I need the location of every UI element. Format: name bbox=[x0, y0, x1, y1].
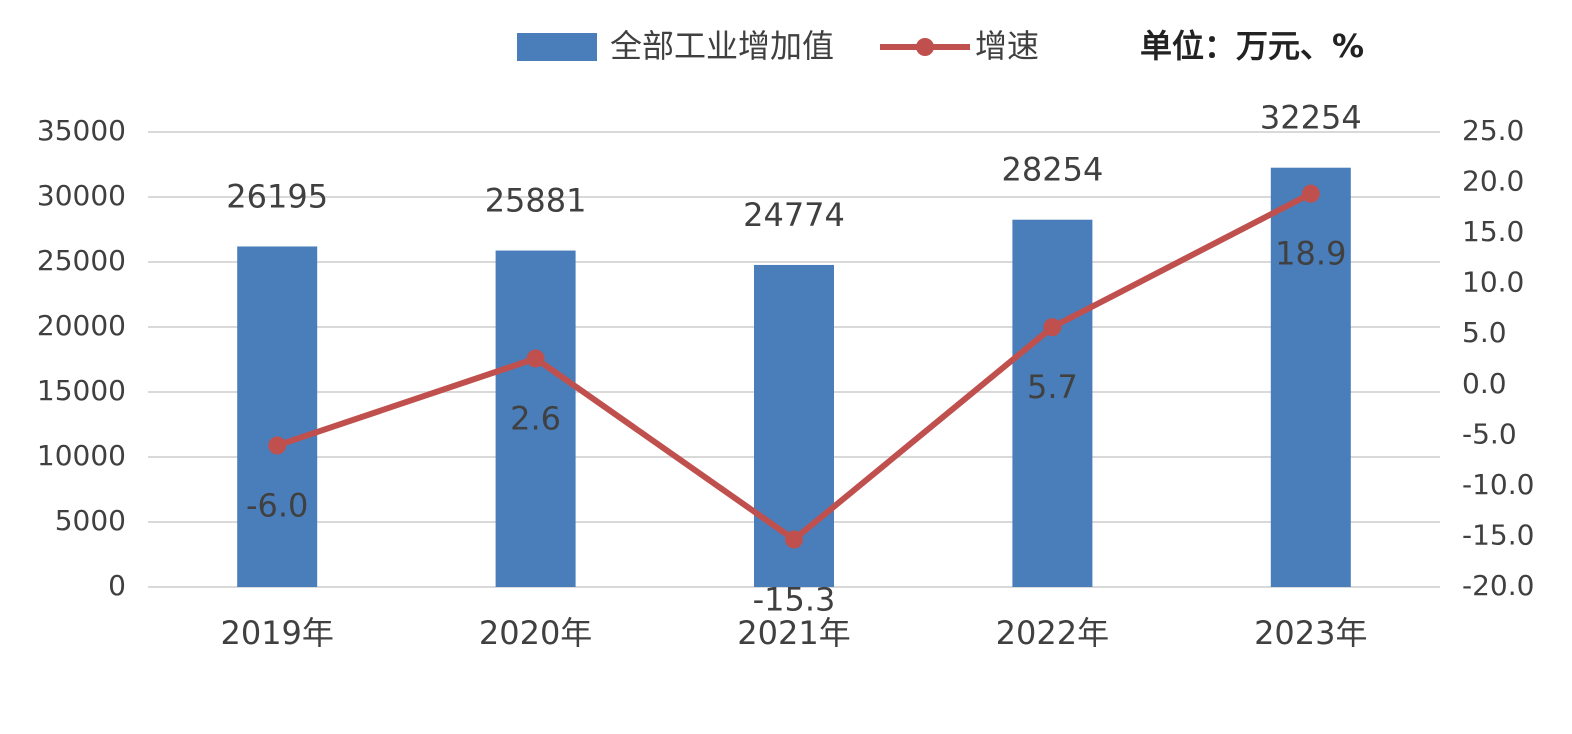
y2-tick-label: 25.0 bbox=[1462, 114, 1524, 147]
bar-value-label: 28254 bbox=[1002, 151, 1104, 189]
bar bbox=[1012, 219, 1093, 587]
y-tick-label: 10000 bbox=[37, 439, 126, 472]
bar-value-label: 25881 bbox=[485, 182, 587, 220]
legend-swatch bbox=[517, 33, 597, 61]
y2-tick-label: -5.0 bbox=[1462, 417, 1517, 450]
line-value-label: 2.6 bbox=[510, 399, 561, 437]
y-tick-label: 0 bbox=[108, 569, 126, 602]
line-marker bbox=[526, 349, 545, 368]
y2-tick-label: 20.0 bbox=[1462, 165, 1524, 198]
x-tick-label: 2023年 bbox=[1254, 614, 1367, 652]
line-marker bbox=[268, 436, 287, 455]
line-value-label: -15.3 bbox=[753, 580, 836, 618]
y2-tick-label: 10.0 bbox=[1462, 266, 1524, 299]
x-tick-label: 2022年 bbox=[996, 614, 1109, 652]
line-value-label: -6.0 bbox=[246, 486, 308, 524]
y2-tick-label: -15.0 bbox=[1462, 518, 1534, 551]
line-value-label: 18.9 bbox=[1275, 235, 1346, 273]
line-value-label: 5.7 bbox=[1027, 368, 1078, 406]
y-tick-label: 30000 bbox=[37, 179, 126, 212]
line-marker bbox=[1301, 184, 1320, 203]
unit-annotation: 单位：万元、% bbox=[1140, 27, 1364, 65]
y2-tick-label: 0.0 bbox=[1462, 367, 1507, 400]
bar bbox=[495, 250, 576, 587]
y2-tick-label: 15.0 bbox=[1462, 215, 1524, 248]
y-tick-label: 15000 bbox=[37, 374, 126, 407]
y-tick-label: 20000 bbox=[37, 309, 126, 342]
y-tick-label: 35000 bbox=[37, 114, 126, 147]
bar-value-label: 32254 bbox=[1260, 99, 1362, 137]
y-tick-label: 25000 bbox=[37, 244, 126, 277]
y2-tick-label: -10.0 bbox=[1462, 468, 1534, 501]
y2-tick-label: 5.0 bbox=[1462, 316, 1507, 349]
x-tick-label: 2021年 bbox=[737, 614, 850, 652]
legend-marker bbox=[916, 38, 934, 56]
line-marker bbox=[1043, 318, 1062, 337]
bar bbox=[1270, 167, 1351, 587]
y2-tick-label: -20.0 bbox=[1462, 569, 1534, 602]
legend-label: 增速 bbox=[975, 27, 1039, 65]
x-tick-label: 2019年 bbox=[220, 614, 333, 652]
bar-value-label: 24774 bbox=[743, 196, 845, 234]
line-marker bbox=[785, 530, 803, 549]
y-tick-label: 5000 bbox=[55, 504, 126, 537]
legend-label: 全部工业增加值 bbox=[610, 27, 834, 65]
x-tick-label: 2020年 bbox=[479, 614, 592, 652]
bar bbox=[237, 246, 318, 587]
bar-value-label: 26195 bbox=[226, 177, 328, 215]
